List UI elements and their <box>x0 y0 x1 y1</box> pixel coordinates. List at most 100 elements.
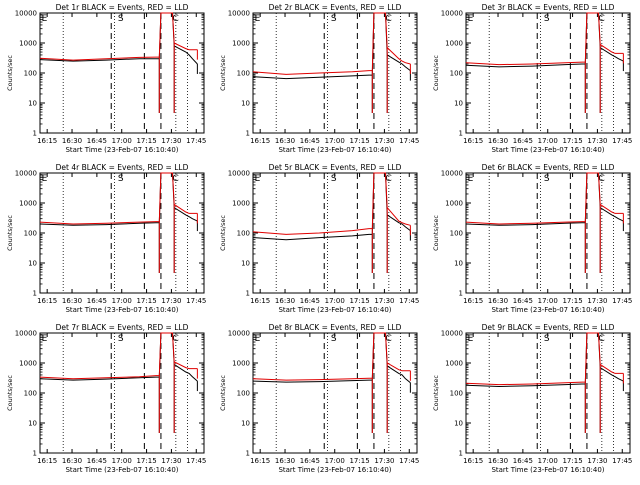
y-tick-label: 10000 <box>15 10 37 18</box>
y-tick-label: 10 <box>454 100 463 108</box>
x-tick-label: 16:15 <box>463 137 483 145</box>
chart-panel-1: Det 1r BLACK = Events, RED = LLD 16:15 16:… <box>6 3 206 154</box>
y-axis-label: Counts/sec <box>219 375 227 411</box>
x-tick-label: 17:15 <box>136 297 156 305</box>
y-tick-label: 10000 <box>441 10 463 18</box>
flag-marker-c: C <box>599 334 605 344</box>
y-tick-label: 10 <box>28 260 37 268</box>
x-tick-label: 17:45 <box>612 137 632 145</box>
x-axis-label: Start Time (23-Feb-07 16:10:40) <box>65 466 178 474</box>
plot-frame <box>39 332 205 454</box>
x-tick-label: 17:30 <box>587 137 607 145</box>
x-tick-label: 17:15 <box>349 297 369 305</box>
panel-title: Det 5r BLACK = Events, RED = LLD <box>269 163 402 172</box>
lld-series-line <box>39 12 198 113</box>
lld-series-line <box>252 172 411 273</box>
flag-marker-s: S <box>331 14 337 24</box>
y-tick-label: 10000 <box>228 330 250 338</box>
lld-series-line <box>39 332 198 433</box>
x-axis-label: Start Time (23-Feb-07 16:10:40) <box>491 306 604 314</box>
y-tick-label: 1000 <box>445 40 463 48</box>
plot-frame <box>465 12 631 134</box>
y-tick-label: 10 <box>241 260 250 268</box>
flag-marker-s: S <box>544 334 550 344</box>
x-tick-label: 17:00 <box>112 457 132 465</box>
y-tick-label: 10 <box>241 100 250 108</box>
x-tick-label: 17:15 <box>349 457 369 465</box>
y-tick-label: 10 <box>454 420 463 428</box>
chart-panel-3: Det 3r BLACK = Events, RED = LLD 16:15 16:… <box>432 3 632 154</box>
x-tick-label: 17:15 <box>562 457 582 465</box>
x-tick-label: 17:15 <box>136 137 156 145</box>
flag-marker-e: E <box>255 174 261 184</box>
x-tick-label: 17:45 <box>612 297 632 305</box>
x-tick-label: 16:30 <box>275 297 295 305</box>
flag-marker-c: C <box>386 334 392 344</box>
panel-title: Det 6r BLACK = Events, RED = LLD <box>482 163 615 172</box>
x-tick-label: 16:45 <box>513 297 533 305</box>
y-axis-label: Counts/sec <box>432 375 440 411</box>
y-tick-label: 1 <box>246 130 250 138</box>
chart-panel-5: Det 5r BLACK = Events, RED = LLD 16:15 16:… <box>219 163 419 314</box>
y-axis-label: Counts/sec <box>6 375 14 411</box>
x-tick-label: 17:00 <box>112 297 132 305</box>
chart-panel-4: Det 4r BLACK = Events, RED = LLD 16:15 16:… <box>6 163 206 314</box>
y-tick-label: 1 <box>246 450 250 458</box>
x-tick-label: 17:30 <box>374 137 394 145</box>
plot-frame <box>252 12 418 134</box>
x-tick-label: 16:15 <box>37 297 57 305</box>
plot-frame <box>252 332 418 454</box>
panel-title: Det 2r BLACK = Events, RED = LLD <box>269 3 402 12</box>
y-tick-label: 1000 <box>232 200 250 208</box>
flag-marker-c: C <box>599 174 605 184</box>
x-tick-label: 16:30 <box>488 457 508 465</box>
x-tick-label: 17:45 <box>399 457 419 465</box>
y-tick-label: 100 <box>237 230 250 238</box>
x-tick-label: 16:15 <box>463 297 483 305</box>
y-axis-label: Counts/sec <box>219 215 227 251</box>
lld-series-line <box>465 12 624 113</box>
flag-marker-s: S <box>544 14 550 24</box>
lld-series-line <box>252 332 411 433</box>
y-tick-label: 100 <box>450 230 463 238</box>
flag-marker-e: E <box>255 334 261 344</box>
flag-marker-c: C <box>599 14 605 24</box>
y-tick-label: 100 <box>24 390 37 398</box>
chart-panel-2: Det 2r BLACK = Events, RED = LLD 16:15 16:… <box>219 3 419 154</box>
y-tick-label: 10000 <box>441 330 463 338</box>
lld-series-line <box>465 172 624 273</box>
chart-panel-7: Det 7r BLACK = Events, RED = LLD 16:15 16:… <box>6 323 206 474</box>
y-tick-label: 1 <box>459 130 463 138</box>
chart-panel-6: Det 6r BLACK = Events, RED = LLD 16:15 16:… <box>432 163 632 314</box>
x-tick-label: 16:45 <box>300 297 320 305</box>
panel-title: Det 7r BLACK = Events, RED = LLD <box>56 323 189 332</box>
x-axis-label: Start Time (23-Feb-07 16:10:40) <box>65 306 178 314</box>
flag-marker-c: C <box>173 14 179 24</box>
x-tick-label: 16:45 <box>87 457 107 465</box>
x-tick-label: 17:00 <box>538 457 558 465</box>
chart-panel-8: Det 8r BLACK = Events, RED = LLD 16:15 16:… <box>219 323 419 474</box>
panel-title: Det 3r BLACK = Events, RED = LLD <box>482 3 615 12</box>
y-tick-label: 1 <box>459 290 463 298</box>
y-tick-label: 1000 <box>232 360 250 368</box>
x-tick-label: 16:45 <box>87 297 107 305</box>
y-tick-label: 100 <box>450 70 463 78</box>
flag-marker-e: E <box>42 174 48 184</box>
y-tick-label: 100 <box>450 390 463 398</box>
y-tick-label: 1 <box>33 130 37 138</box>
x-tick-label: 17:30 <box>374 457 394 465</box>
chart-panel-9: Det 9r BLACK = Events, RED = LLD 16:15 16:… <box>432 323 632 474</box>
flag-marker-e: E <box>468 174 474 184</box>
y-tick-label: 100 <box>24 230 37 238</box>
y-tick-label: 10000 <box>441 170 463 178</box>
y-tick-label: 10000 <box>15 330 37 338</box>
x-tick-label: 16:45 <box>300 137 320 145</box>
x-tick-label: 17:00 <box>325 137 345 145</box>
flag-marker-s: S <box>331 334 337 344</box>
y-tick-label: 100 <box>24 70 37 78</box>
y-tick-label: 1000 <box>19 360 37 368</box>
panel-title: Det 8r BLACK = Events, RED = LLD <box>269 323 402 332</box>
y-tick-label: 10 <box>454 260 463 268</box>
x-tick-label: 16:30 <box>275 457 295 465</box>
